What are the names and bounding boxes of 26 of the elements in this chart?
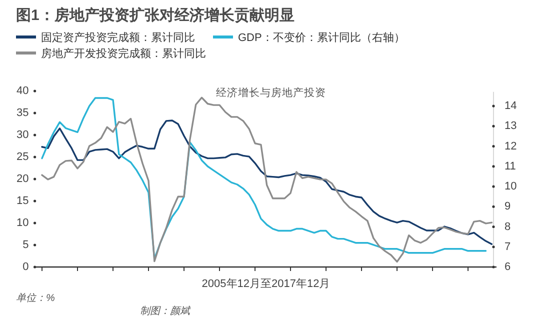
y-tick-label: 10 (16, 217, 29, 229)
x-axis-title: 2005年12月至2017年12月 (202, 278, 330, 290)
y2-tick-label: 14 (504, 100, 517, 112)
y-tick-label: 5 (22, 239, 29, 251)
y2-tick-label: 6 (504, 261, 511, 273)
y-tick-label: 25 (16, 151, 29, 163)
chart-title: 图1：房地产投资扩张对经济增长贡献明显 (16, 6, 294, 24)
y-tick-label: 20 (16, 173, 29, 185)
chart-subtitle: 经济增长与房地产投资 (216, 86, 326, 99)
legend-label: 房地产开发投资完成额：累计同比 (41, 47, 206, 60)
y-tick-label: 35 (16, 107, 29, 119)
y2-tick-label: 10 (504, 180, 517, 193)
text: 制图：颜斌 (140, 305, 191, 317)
y-tick-label: 0 (22, 261, 29, 273)
y2-tick-label: 13 (504, 120, 517, 132)
y-tick-label: 40 (16, 85, 29, 97)
y2-tick-label: 9 (504, 200, 511, 213)
y-tick-label: 30 (16, 129, 29, 141)
y2-tick-label: 12 (504, 140, 517, 152)
text: 单位：% (16, 292, 55, 304)
y2-tick-label: 7 (504, 240, 511, 253)
legend-label: GDP：不变价：累计同比（右轴） (238, 31, 405, 44)
legend-label: 固定资产投资完成额：累计同比 (41, 31, 195, 44)
y2-tick-label: 8 (504, 220, 511, 233)
y-tick-label: 15 (16, 195, 29, 207)
y2-tick-label: 11 (504, 160, 516, 172)
